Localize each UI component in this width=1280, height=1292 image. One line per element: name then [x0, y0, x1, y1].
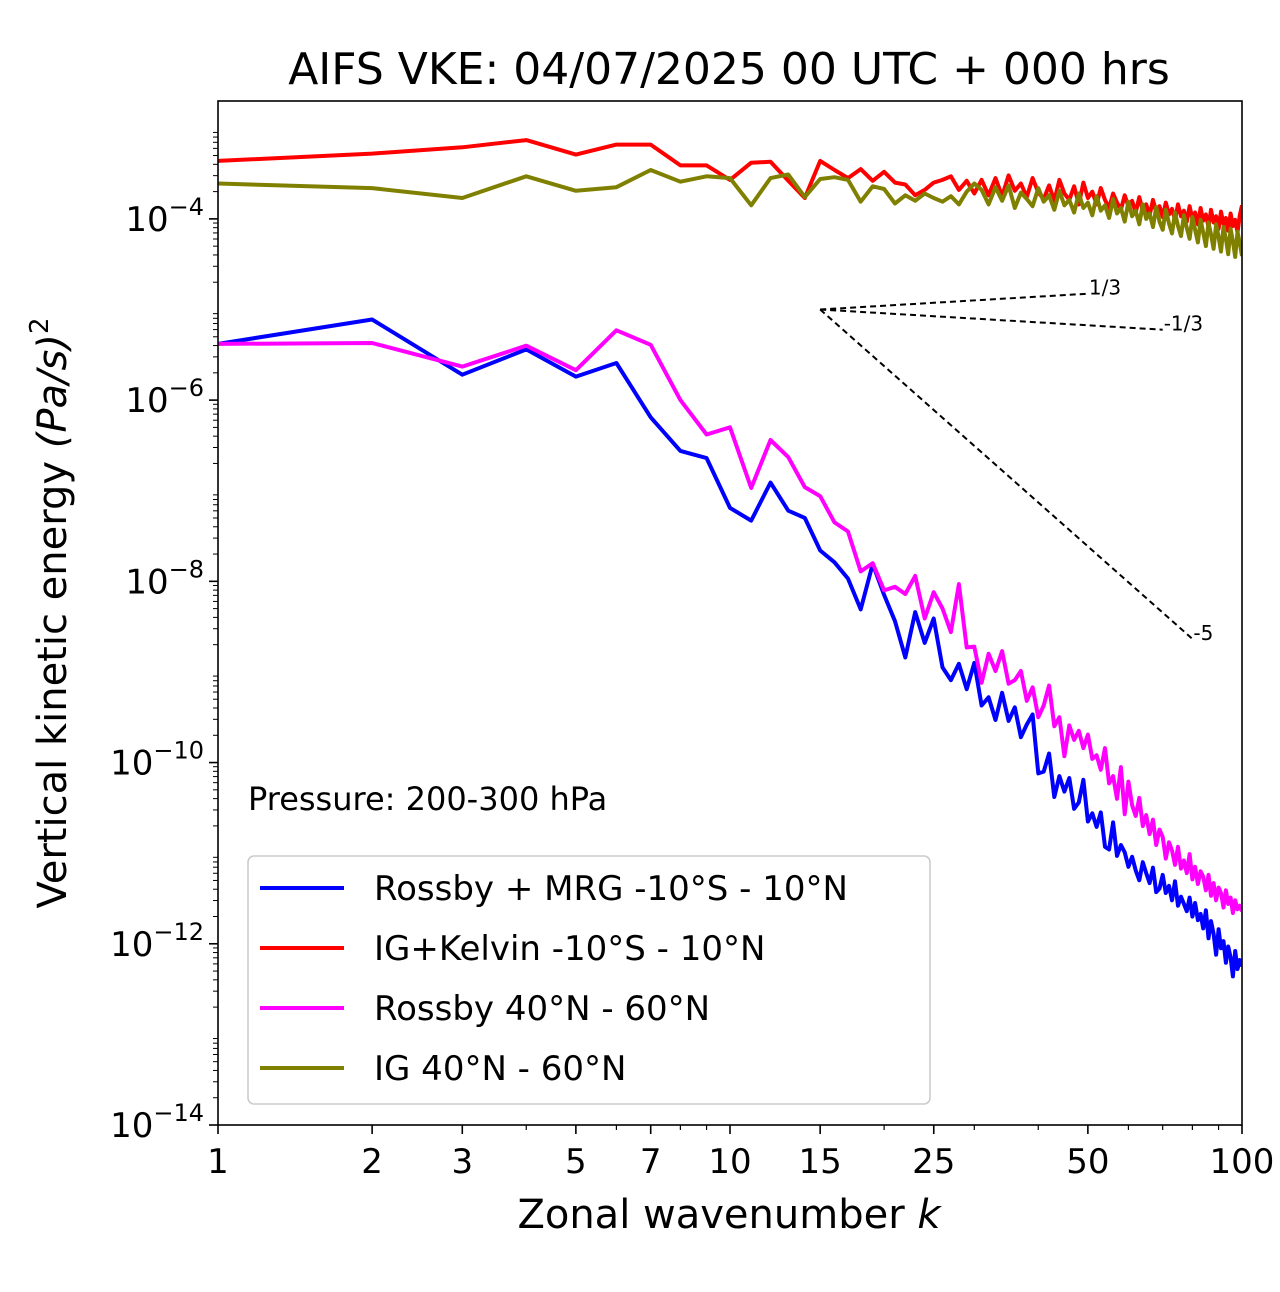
legend-label: IG+Kelvin -10°S - 10°N — [374, 929, 765, 969]
y-axis-label-exponent: 2 — [25, 318, 55, 335]
legend: Rossby + MRG -10°S - 10°N IG+Kelvin -10°S… — [247, 855, 931, 1105]
y-tick-label: 10−12 — [110, 918, 204, 965]
legend-box — [247, 855, 931, 1105]
y-axis-label-unit: (Pa/s) — [30, 334, 76, 448]
x-tick-label: 1 — [207, 1142, 229, 1182]
x-tick-label: 50 — [1066, 1142, 1109, 1182]
slope-label: 1/3 — [1089, 276, 1121, 300]
series-line — [218, 168, 1242, 259]
y-axis-label: Vertical kinetic energy (Pa/s)2 — [25, 318, 76, 909]
chart-title: AIFS VKE: 04/07/2025 00 UTC + 000 hrs — [288, 44, 1170, 95]
slope-line — [820, 308, 1163, 331]
y-tick-label: 10−8 — [125, 555, 204, 602]
y-tick-label: 10−6 — [125, 374, 204, 421]
slope-line — [820, 292, 1088, 311]
x-tick-label: 3 — [451, 1142, 473, 1182]
series-line — [218, 328, 1242, 915]
x-tick-label: 100 — [1210, 1142, 1275, 1182]
reference-slopes: 1/3 -1/3 -5 — [819, 276, 1213, 645]
y-tick-label: 10−14 — [110, 1099, 204, 1146]
x-axis-ticks: 1 2 3 5 7 10 15 25 50 100 — [207, 1125, 1274, 1182]
pressure-annotation: Pressure: 200-300 hPa — [248, 780, 607, 818]
x-axis-label-variable: k — [917, 1192, 942, 1238]
slope-label: -5 — [1193, 621, 1213, 645]
series-line — [218, 138, 1242, 235]
slope-line — [819, 308, 1194, 640]
x-tick-label: 5 — [565, 1142, 587, 1182]
x-axis-label: Zonal wavenumber k — [517, 1192, 942, 1238]
y-tick-label: 10−4 — [125, 193, 204, 240]
y-axis-ticks: 10−14 10−12 10−10 10−8 10−6 10−4 — [110, 131, 218, 1146]
legend-label: Rossby 40°N - 60°N — [374, 989, 710, 1029]
x-tick-label: 10 — [708, 1142, 751, 1182]
x-axis-label-text: Zonal wavenumber — [517, 1192, 905, 1238]
x-tick-label: 15 — [799, 1142, 842, 1182]
series-line — [218, 317, 1242, 979]
legend-label: Rossby + MRG -10°S - 10°N — [374, 869, 848, 909]
x-tick-label: 2 — [361, 1142, 383, 1182]
x-tick-label: 7 — [640, 1142, 662, 1182]
y-axis-label-text: Vertical kinetic energy — [30, 461, 76, 909]
x-tick-label: 25 — [912, 1142, 955, 1182]
legend-label: IG 40°N - 60°N — [374, 1049, 626, 1089]
slope-label: -1/3 — [1164, 312, 1203, 336]
y-tick-label: 10−10 — [110, 737, 204, 784]
series-group — [218, 138, 1242, 979]
